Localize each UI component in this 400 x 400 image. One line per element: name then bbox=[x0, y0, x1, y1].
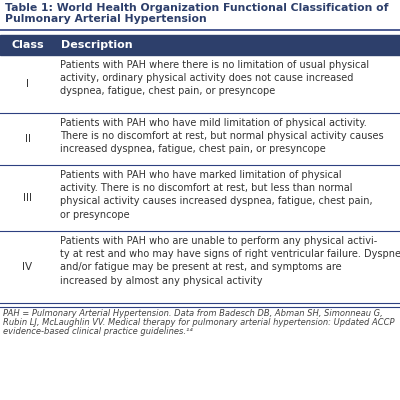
Text: Patients with PAH who have mild limitation of physical activity.
There is no dis: Patients with PAH who have mild limitati… bbox=[60, 118, 384, 154]
Text: Patients with PAH who have marked limitation of physical
activity. There is no d: Patients with PAH who have marked limita… bbox=[60, 170, 373, 220]
Bar bbox=[0, 35, 400, 55]
Text: Rubin LJ, McLaughlin VV. Medical therapy for pulmonary arterial hypertension: Up: Rubin LJ, McLaughlin VV. Medical therapy… bbox=[3, 318, 394, 327]
Text: Pulmonary Arterial Hypertension: Pulmonary Arterial Hypertension bbox=[5, 14, 207, 24]
Text: Patients with PAH where there is no limitation of usual physical
activity, ordin: Patients with PAH where there is no limi… bbox=[60, 60, 369, 96]
Text: Class: Class bbox=[11, 40, 44, 50]
Text: Table 1: World Health Organization Functional Classification of: Table 1: World Health Organization Funct… bbox=[5, 3, 388, 13]
Text: Description: Description bbox=[61, 40, 133, 50]
Text: Patients with PAH who are unable to perform any physical activi-
ty at rest and : Patients with PAH who are unable to perf… bbox=[60, 236, 400, 286]
Text: PAH = Pulmonary Arterial Hypertension. Data from Badesch DB, Abman SH, Simonneau: PAH = Pulmonary Arterial Hypertension. D… bbox=[3, 309, 383, 318]
Text: II: II bbox=[24, 134, 30, 144]
Text: III: III bbox=[23, 193, 32, 203]
Text: I: I bbox=[26, 79, 29, 89]
Text: evidence-based clinical practice guidelines.¹⁴: evidence-based clinical practice guideli… bbox=[3, 327, 193, 336]
Text: IV: IV bbox=[22, 262, 32, 272]
